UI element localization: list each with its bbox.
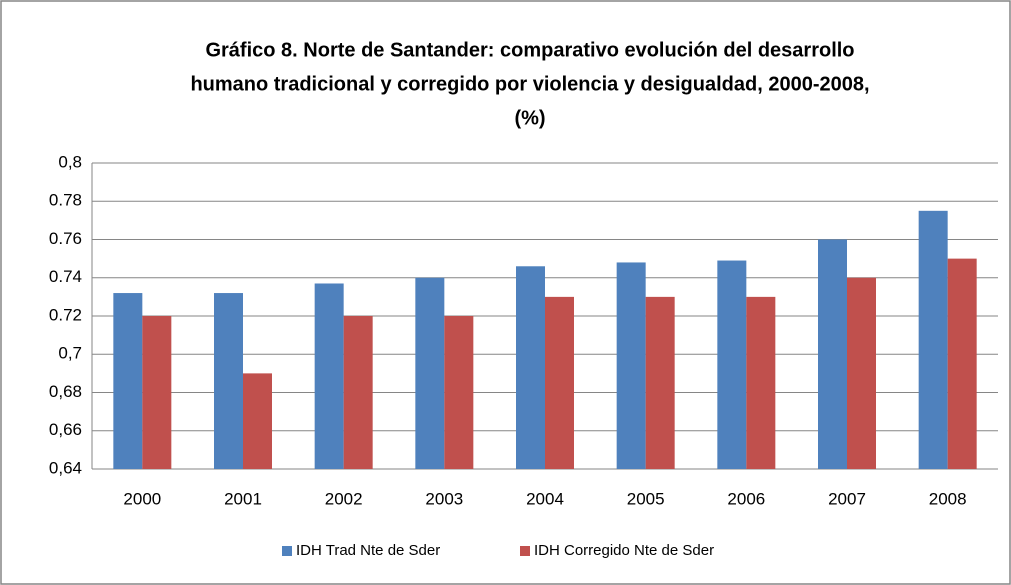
x-tick-label: 2003 xyxy=(425,489,463,508)
bar xyxy=(645,296,675,469)
x-tick-label: 2001 xyxy=(224,489,262,508)
chart-title: humano tradicional y corregido por viole… xyxy=(190,73,869,95)
bar xyxy=(343,316,373,469)
bar xyxy=(818,239,847,469)
x-tick-label: 2000 xyxy=(123,489,161,508)
y-tick-label: 0,7 xyxy=(58,344,82,363)
bar xyxy=(847,277,876,469)
y-tick-label: 0.78 xyxy=(49,191,82,210)
y-tick-label: 0,64 xyxy=(49,458,82,477)
legend-swatch xyxy=(520,546,530,556)
legend-label: IDH Corregido Nte de Sder xyxy=(534,542,714,559)
chart-title: (%) xyxy=(514,107,545,129)
bar xyxy=(444,316,474,469)
x-tick-label: 2002 xyxy=(325,489,363,508)
bar xyxy=(918,210,948,469)
bar xyxy=(243,373,272,469)
chart-title: Gráfico 8. Norte de Santander: comparati… xyxy=(205,39,854,61)
y-tick-label: 0.74 xyxy=(49,267,82,286)
bar xyxy=(746,296,776,469)
bar xyxy=(616,262,646,469)
bar xyxy=(314,283,344,469)
x-tick-label: 2006 xyxy=(727,489,765,508)
bar xyxy=(947,258,977,469)
bar xyxy=(415,277,445,469)
bar xyxy=(142,316,172,469)
y-tick-label: 0,68 xyxy=(49,382,82,401)
legend-label: IDH Trad Nte de Sder xyxy=(296,542,440,559)
bar xyxy=(516,266,545,469)
x-tick-label: 2007 xyxy=(828,489,866,508)
bar xyxy=(545,296,574,469)
x-tick-label: 2005 xyxy=(627,489,665,508)
bar xyxy=(717,260,747,469)
x-tick-label: 2004 xyxy=(526,489,564,508)
y-tick-label: 0.76 xyxy=(49,229,82,248)
x-tick-label: 2008 xyxy=(929,489,967,508)
bar xyxy=(214,293,243,469)
y-tick-label: 0,8 xyxy=(58,152,82,171)
y-tick-label: 0.72 xyxy=(49,305,82,324)
y-tick-label: 0,66 xyxy=(49,420,82,439)
legend-swatch xyxy=(282,546,292,556)
bar xyxy=(113,293,143,469)
